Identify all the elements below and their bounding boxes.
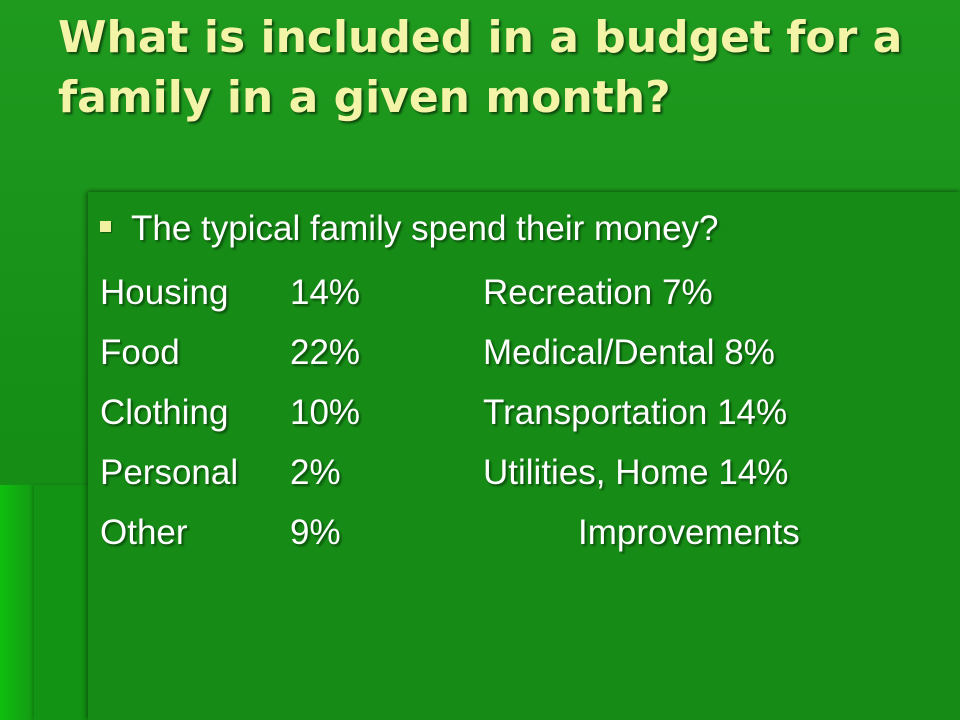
right-column-item: Transportation 14% [483, 393, 788, 432]
right-column-item: Recreation 7% [483, 273, 713, 312]
category-label: Housing [100, 273, 229, 312]
category-label: Clothing [100, 393, 229, 432]
category-label: Other [100, 513, 188, 552]
slide-title: What is included in a budget for a famil… [58, 12, 903, 123]
category-label: Food [100, 333, 180, 372]
category-percent: 10% [290, 393, 361, 432]
category-percent: 14% [290, 273, 361, 312]
square-bullet-icon [100, 221, 111, 233]
right-column-item: Improvements [578, 513, 800, 552]
background-accent-strip [0, 485, 36, 720]
category-percent: 22% [290, 333, 361, 372]
right-column-item: Utilities, Home 14% [483, 453, 789, 492]
category-label: Personal [100, 453, 239, 492]
category-percent: 9% [290, 513, 341, 552]
background-step-panel [34, 485, 90, 720]
bullet-item: The typical family spend their money? [100, 209, 719, 249]
background-content-panel [88, 192, 960, 720]
category-percent: 2% [290, 453, 341, 492]
right-column-item: Medical/Dental 8% [483, 333, 775, 372]
bullet-text: The typical family spend their money? [131, 209, 719, 248]
